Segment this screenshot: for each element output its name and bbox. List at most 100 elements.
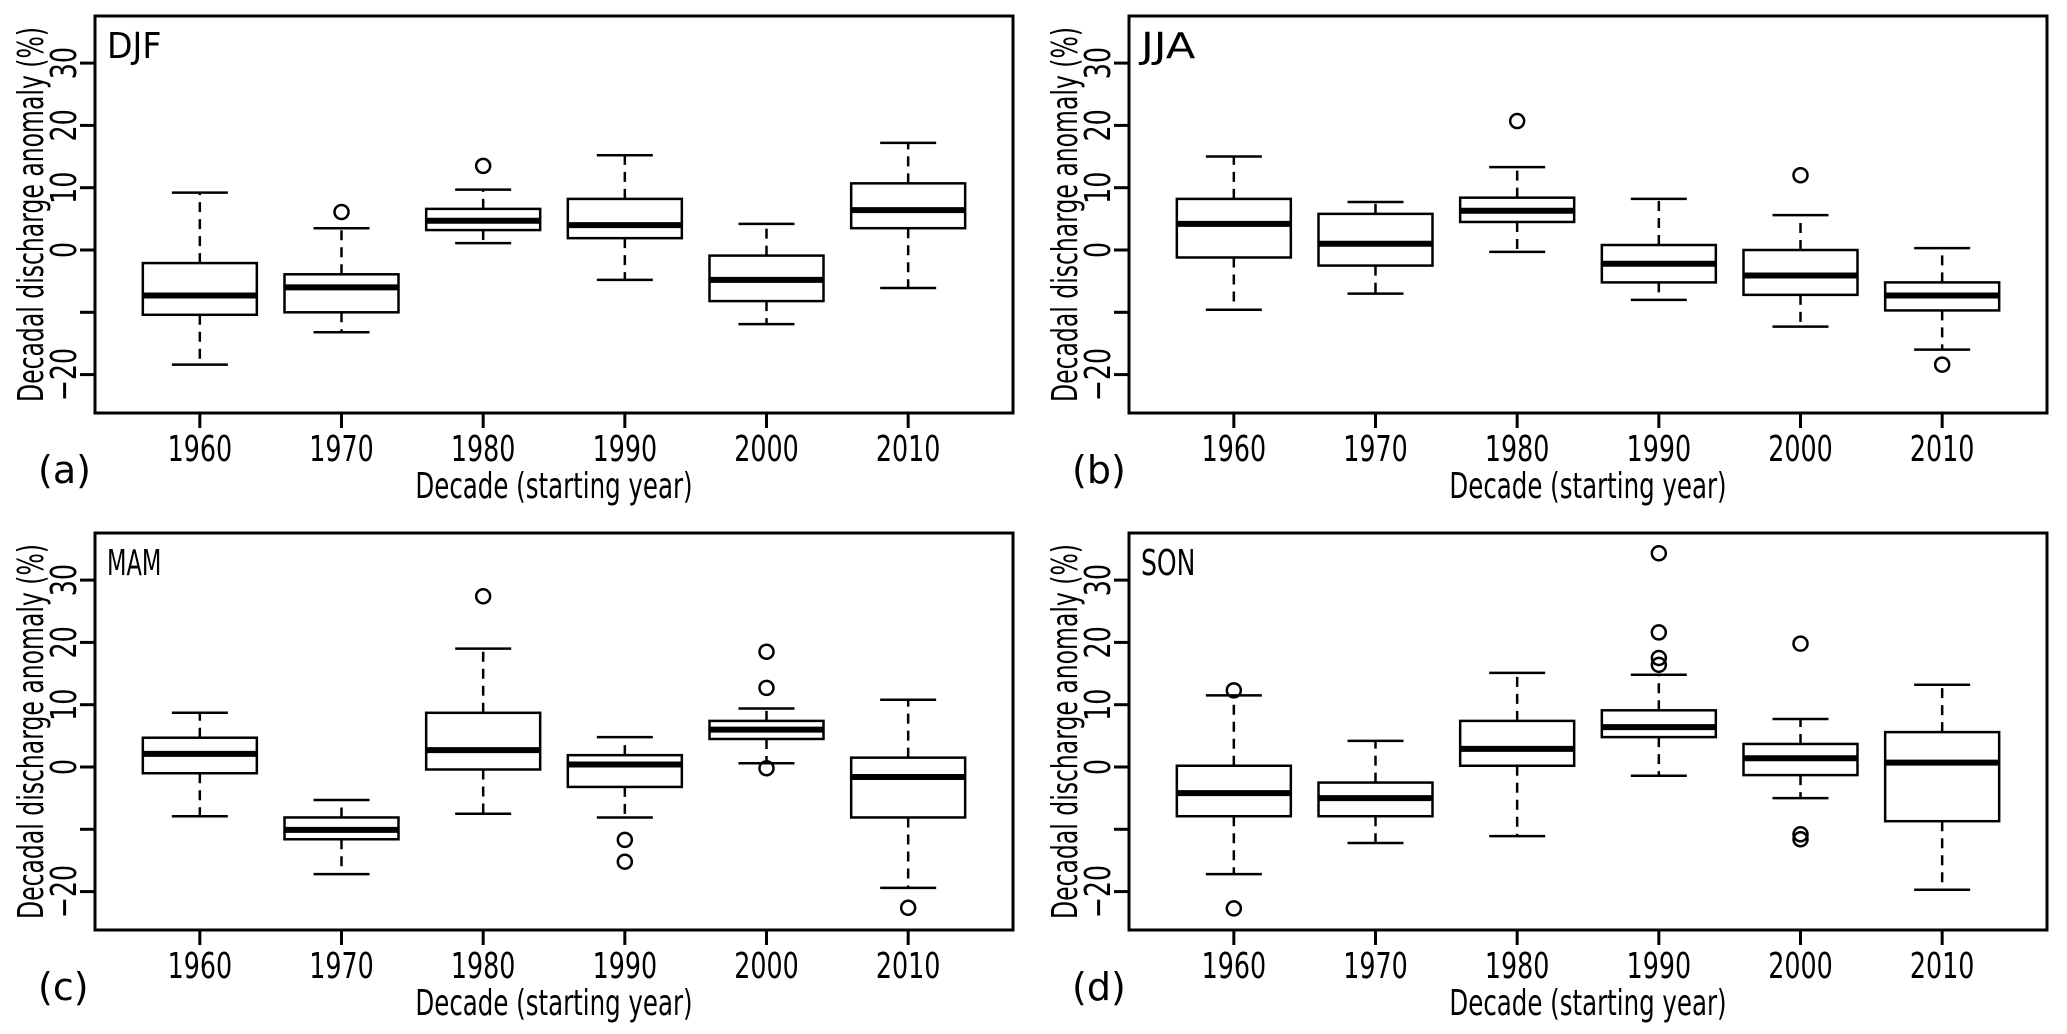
iqr-box xyxy=(566,197,684,240)
y-tick-label: 0 xyxy=(44,242,85,258)
x-tick-label: 2000 xyxy=(734,429,799,470)
iqr-box xyxy=(849,182,967,230)
outlier-point xyxy=(616,853,634,870)
y-tick-label: 30 xyxy=(44,564,85,596)
outlier-point xyxy=(1933,356,1950,373)
y-tick-label: 10 xyxy=(1078,172,1119,204)
x-tick-label: 1960 xyxy=(168,946,233,987)
panel-title: DJF xyxy=(107,26,161,67)
x-tick-label: 2010 xyxy=(1909,429,1974,470)
outlier-point xyxy=(1650,545,1667,562)
plot-border xyxy=(93,531,1015,932)
outlier-point xyxy=(333,203,350,221)
y-tick-label: 30 xyxy=(1078,47,1119,79)
x-axis-title: Decade (starting year) xyxy=(1449,983,1726,1024)
x-axis-title: Decade (starting year) xyxy=(415,983,692,1024)
panel-letter: (c) xyxy=(38,965,89,1009)
outlier-point xyxy=(1225,682,1242,699)
outlier-point xyxy=(474,588,492,605)
y-tick-label: −20 xyxy=(1078,348,1119,401)
iqr-box xyxy=(1741,248,1859,297)
x-tick-label: 1990 xyxy=(1626,946,1691,987)
outlier-point xyxy=(1225,900,1242,917)
y-tick-label: 20 xyxy=(44,109,85,141)
x-tick-label: 1960 xyxy=(1201,429,1266,470)
x-tick-label: 1990 xyxy=(593,429,658,470)
outlier-point xyxy=(1650,624,1667,641)
y-axis-title: Decadal discharge anomaly (%) xyxy=(11,544,52,919)
iqr-box xyxy=(1316,212,1434,267)
y-tick-label: 0 xyxy=(1078,759,1119,775)
y-tick-label: 10 xyxy=(44,689,85,721)
panel-title: JJA xyxy=(1138,26,1195,67)
y-axis-title: Decadal discharge anomaly (%) xyxy=(11,27,52,402)
y-tick-label: −20 xyxy=(1078,865,1119,918)
x-tick-label: 1970 xyxy=(309,429,374,470)
iqr-box xyxy=(1175,197,1292,259)
y-tick-label: −20 xyxy=(44,348,85,401)
x-tick-label: 2000 xyxy=(1768,429,1833,470)
y-tick-label: 20 xyxy=(1078,626,1119,658)
x-tick-label: 1980 xyxy=(1484,429,1549,470)
x-tick-label: 1960 xyxy=(1201,946,1266,987)
plot-border xyxy=(1127,531,2048,932)
y-axis-title: Decadal discharge anomaly (%) xyxy=(1045,27,1086,402)
y-tick-label: 30 xyxy=(44,47,85,79)
panel-letter: (a) xyxy=(38,448,91,492)
iqr-box xyxy=(1600,709,1717,739)
x-axis-title: Decade (starting year) xyxy=(1449,466,1726,507)
iqr-box xyxy=(1883,730,2000,823)
outlier-point xyxy=(758,679,775,697)
outlier-point xyxy=(1791,826,1809,843)
x-tick-label: 2010 xyxy=(876,946,941,987)
y-tick-label: 0 xyxy=(44,759,85,775)
x-axis-title: Decade (starting year) xyxy=(415,466,692,507)
x-tick-label: 2010 xyxy=(876,429,941,470)
plot-border xyxy=(93,14,1015,415)
y-tick-label: 20 xyxy=(1078,109,1119,141)
plot-border xyxy=(1127,14,2048,415)
panel-letter: (b) xyxy=(1072,448,1126,492)
y-tick-label: 30 xyxy=(1078,564,1119,596)
outlier-point xyxy=(758,643,775,660)
outlier-point xyxy=(1791,635,1809,652)
y-tick-label: −20 xyxy=(44,865,85,918)
x-tick-label: 1970 xyxy=(1343,429,1408,470)
outlier-point xyxy=(1650,656,1667,674)
outlier-point xyxy=(1650,649,1667,667)
y-axis-title: Decadal discharge anomaly (%) xyxy=(1045,544,1086,919)
y-tick-label: 10 xyxy=(1078,689,1119,721)
y-tick-label: 20 xyxy=(44,626,85,658)
x-tick-label: 1970 xyxy=(1343,946,1408,987)
panel-title: SON xyxy=(1141,543,1195,584)
iqr-box xyxy=(424,711,542,771)
x-tick-label: 1980 xyxy=(1484,946,1549,987)
y-tick-label: 0 xyxy=(1078,242,1119,258)
x-tick-label: 1980 xyxy=(451,946,515,987)
x-tick-label: 2000 xyxy=(734,946,799,987)
panel-title: MAM xyxy=(107,543,161,584)
outlier-point xyxy=(758,759,775,777)
x-tick-label: 1980 xyxy=(451,429,515,470)
x-tick-label: 1990 xyxy=(593,946,658,987)
panel-letter: (d) xyxy=(1072,965,1126,1009)
outlier-point xyxy=(616,831,634,849)
iqr-box xyxy=(849,756,967,819)
iqr-box xyxy=(1458,719,1575,768)
y-tick-label: 10 xyxy=(44,172,85,204)
x-tick-label: 2010 xyxy=(1909,946,1974,987)
outlier-point xyxy=(474,157,492,175)
x-tick-label: 1970 xyxy=(309,946,374,987)
iqr-box xyxy=(566,753,684,789)
x-tick-label: 2000 xyxy=(1768,946,1833,987)
outlier-point xyxy=(1791,831,1809,848)
outlier-point xyxy=(1791,166,1809,184)
x-tick-label: 1990 xyxy=(1626,429,1691,470)
outlier-point xyxy=(1508,112,1525,130)
x-tick-label: 1960 xyxy=(168,429,233,470)
